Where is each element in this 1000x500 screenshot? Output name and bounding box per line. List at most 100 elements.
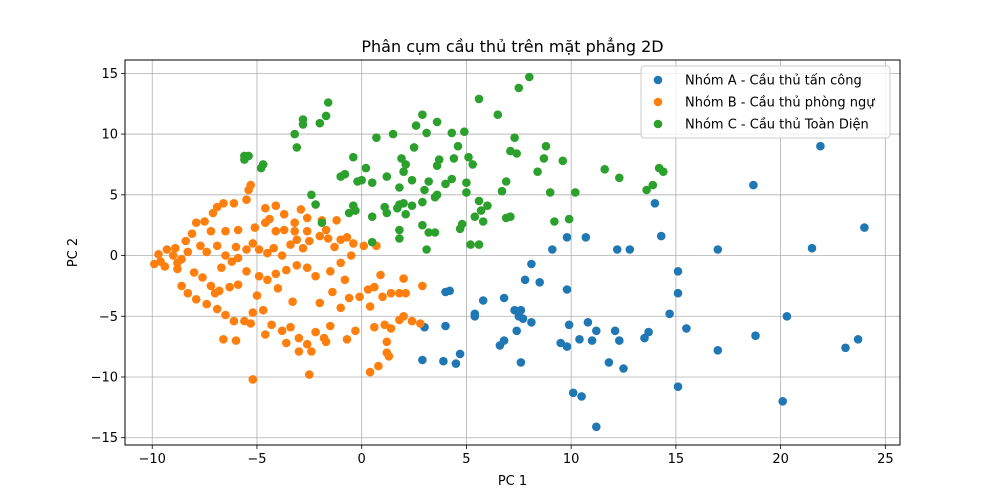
data-point xyxy=(378,292,387,302)
data-point xyxy=(483,201,492,210)
data-point xyxy=(248,239,258,248)
data-point xyxy=(292,261,302,270)
data-point xyxy=(150,259,159,269)
data-point xyxy=(282,338,291,348)
data-point xyxy=(478,296,488,305)
data-point xyxy=(604,358,614,367)
data-point xyxy=(650,199,660,208)
data-point xyxy=(248,308,258,317)
data-point xyxy=(290,129,300,139)
data-point xyxy=(336,303,346,313)
data-point xyxy=(336,258,346,268)
x-tick-label: −10 xyxy=(139,452,166,467)
data-point xyxy=(271,269,281,279)
data-point xyxy=(510,305,519,315)
x-axis-label: PC 1 xyxy=(498,474,527,489)
data-point xyxy=(512,149,521,158)
data-point xyxy=(439,356,448,366)
data-point xyxy=(533,167,542,176)
data-point xyxy=(474,94,484,104)
data-point xyxy=(474,240,484,249)
data-point xyxy=(587,336,597,345)
data-point xyxy=(562,285,572,294)
data-point xyxy=(411,121,421,130)
data-point xyxy=(434,155,444,164)
data-point xyxy=(612,245,622,254)
data-point xyxy=(231,242,241,252)
data-point xyxy=(292,143,302,152)
data-point xyxy=(332,216,341,225)
data-point xyxy=(321,225,331,235)
data-point xyxy=(430,192,440,202)
data-point xyxy=(592,326,601,336)
data-point xyxy=(370,322,379,332)
data-point xyxy=(229,316,239,326)
data-point xyxy=(359,241,369,251)
data-point xyxy=(269,243,279,253)
data-point xyxy=(212,304,222,314)
data-point xyxy=(267,320,276,330)
data-point xyxy=(751,331,760,341)
data-point xyxy=(344,208,354,218)
data-point xyxy=(173,258,182,268)
data-point xyxy=(556,338,565,348)
y-tick-label: −10 xyxy=(91,370,118,385)
data-point xyxy=(244,185,253,195)
data-point xyxy=(323,98,333,107)
data-point xyxy=(183,288,193,298)
data-point xyxy=(382,172,392,181)
data-point xyxy=(173,264,182,274)
data-point xyxy=(474,196,484,206)
data-point xyxy=(349,152,358,162)
data-point xyxy=(282,265,291,275)
data-point xyxy=(550,217,559,226)
data-point xyxy=(365,367,375,377)
data-point xyxy=(277,251,287,260)
data-point xyxy=(395,288,404,298)
data-point xyxy=(221,251,230,260)
data-point xyxy=(346,251,356,260)
data-point xyxy=(367,237,377,247)
data-point xyxy=(512,326,521,336)
data-point xyxy=(171,243,180,253)
data-point xyxy=(386,324,396,333)
data-point xyxy=(395,315,404,325)
data-point xyxy=(520,275,530,285)
data-point xyxy=(564,320,574,330)
data-point xyxy=(615,336,624,345)
data-point xyxy=(217,263,226,273)
data-point xyxy=(212,202,222,212)
data-point xyxy=(357,175,367,185)
data-point xyxy=(219,335,228,344)
data-point xyxy=(401,209,411,219)
data-point xyxy=(370,282,379,292)
data-point xyxy=(254,271,264,281)
legend-frame xyxy=(640,65,891,139)
data-point xyxy=(191,295,201,304)
data-point xyxy=(242,195,251,204)
data-point xyxy=(328,287,337,297)
data-point xyxy=(367,212,377,221)
data-point xyxy=(305,370,314,379)
data-point xyxy=(424,228,434,237)
data-point xyxy=(311,271,320,281)
data-point xyxy=(395,183,404,192)
data-point xyxy=(365,302,375,311)
data-point xyxy=(558,156,568,166)
data-point xyxy=(292,235,302,244)
x-tick-label: −5 xyxy=(247,452,266,467)
data-point xyxy=(246,319,255,328)
legend: Nhóm A - Cầu thủ tấn công Nhóm B - Cầu th… xyxy=(640,65,891,139)
data-point xyxy=(380,320,390,330)
data-point xyxy=(499,293,509,303)
data-point xyxy=(202,247,211,257)
chart-title: Phân cụm cầu thủ trên mặt phẳng 2D xyxy=(361,37,663,56)
data-point xyxy=(545,188,555,197)
data-point xyxy=(349,201,358,210)
y-tick-label: 10 xyxy=(101,128,118,143)
data-point xyxy=(189,268,199,277)
data-point xyxy=(342,335,352,344)
data-point xyxy=(514,312,524,321)
data-point xyxy=(841,343,850,353)
data-point xyxy=(466,240,475,249)
